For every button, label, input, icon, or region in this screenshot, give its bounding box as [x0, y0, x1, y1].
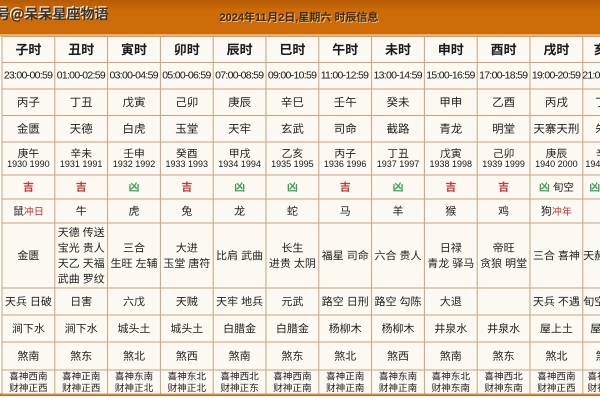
- svg-text:1932 1992: 1932 1992: [113, 159, 156, 169]
- svg-text:15:00-16:59: 15:00-16:59: [426, 70, 475, 82]
- svg-text:07:00-08:59: 07:00-08:59: [215, 70, 264, 82]
- svg-text:1938 1998: 1938 1998: [430, 159, 473, 169]
- svg-text:1934 1994: 1934 1994: [218, 159, 261, 169]
- svg-text:13:00-14:59: 13:00-14:59: [374, 70, 423, 82]
- svg-text:1933 1993: 1933 1993: [166, 159, 209, 169]
- svg-text:1941 2001: 1941 2001: [585, 159, 600, 169]
- svg-text:1939 1999: 1939 1999: [482, 159, 525, 169]
- svg-text:17:00-18:59: 17:00-18:59: [479, 70, 528, 82]
- svg-text:1937 1997: 1937 1997: [377, 159, 420, 169]
- svg-text:1931 1991: 1931 1991: [60, 159, 103, 169]
- svg-text:,: ,: [295, 12, 298, 24]
- svg-text:19:00-20:59: 19:00-20:59: [532, 70, 581, 82]
- svg-text:23:00-00:59: 23:00-00:59: [4, 70, 53, 82]
- svg-text:11: 11: [255, 12, 267, 24]
- svg-text:1940 2000: 1940 2000: [535, 159, 578, 169]
- svg-text:03:00-04:59: 03:00-04:59: [110, 70, 159, 82]
- svg-text:1930 1990: 1930 1990: [7, 159, 50, 169]
- svg-text:11:00-12:59: 11:00-12:59: [321, 70, 369, 82]
- svg-text:21:00-22:59: 21:00-22:59: [582, 70, 600, 82]
- svg-text:05:00-06:59: 05:00-06:59: [162, 70, 211, 82]
- svg-text:09:00-10:59: 09:00-10:59: [268, 70, 317, 82]
- svg-text:01:00-02:59: 01:00-02:59: [57, 70, 106, 82]
- svg-text:1936 1996: 1936 1996: [324, 159, 367, 169]
- svg-text:2024: 2024: [220, 12, 245, 24]
- svg-text:1935 1995: 1935 1995: [271, 159, 314, 169]
- svg-text:2: 2: [278, 12, 284, 24]
